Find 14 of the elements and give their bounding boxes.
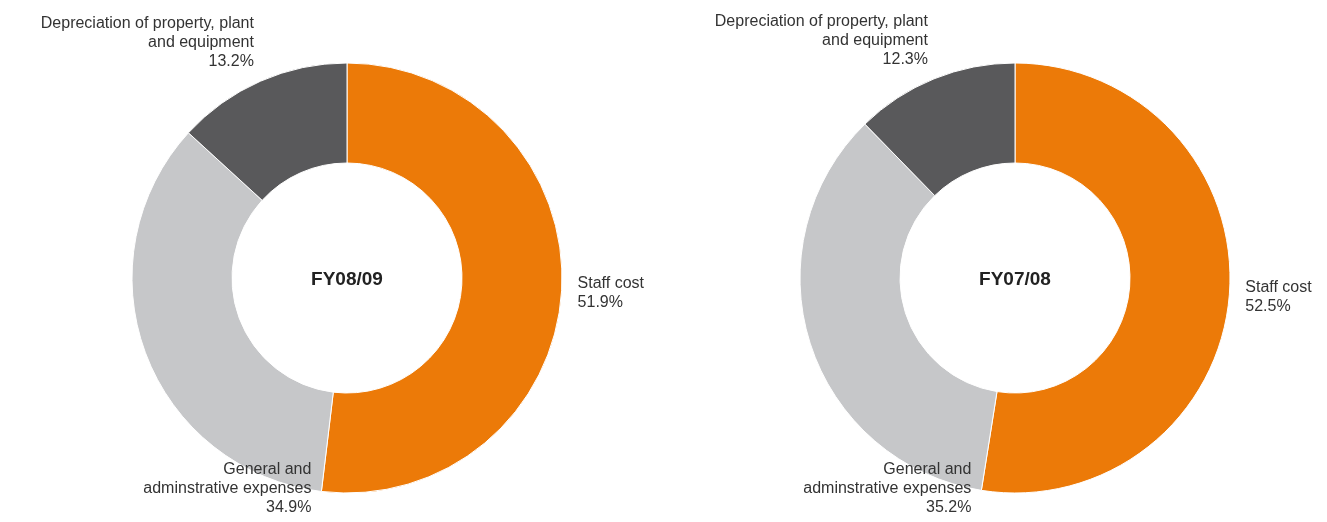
data-label: 35.2%	[925, 497, 972, 515]
text: FY07/08	[979, 267, 1051, 289]
slice-label: General and adminstrative expenses	[803, 459, 972, 496]
text: FY08/09	[311, 267, 383, 289]
data-label: 13.2%	[208, 52, 254, 70]
data-label: 51.9%	[577, 292, 623, 310]
slice-label: General and adminstrative expenses	[143, 459, 312, 496]
slice-label: Depreciation of property, plant and equipment	[714, 11, 929, 48]
slice-label: Staff cost	[1245, 278, 1313, 296]
data-label: 12.3%	[882, 49, 928, 67]
slice-label: Staff cost	[577, 273, 645, 291]
slice-label: Depreciation of property, plant and equipment	[40, 14, 255, 51]
data-label: 52.5%	[1245, 297, 1291, 315]
data-label: 34.9%	[266, 497, 312, 515]
